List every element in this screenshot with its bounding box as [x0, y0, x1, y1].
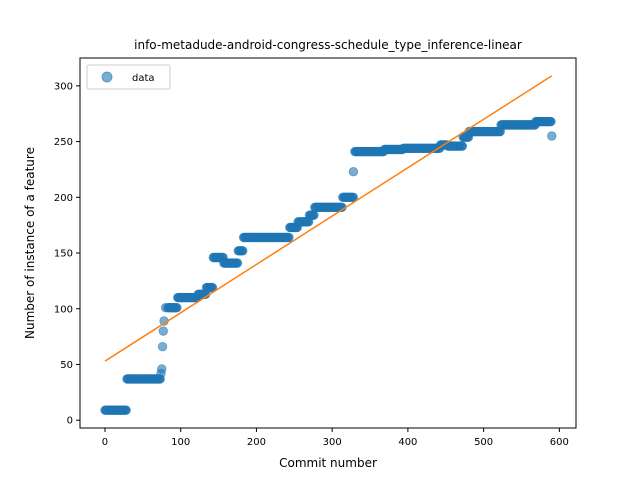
y-tick-label: 0: [67, 416, 73, 427]
data-point: [157, 341, 168, 352]
data-point: [284, 232, 294, 243]
data-point: [121, 405, 131, 415]
chart-title: info-metadude-android-congress-schedule_…: [134, 38, 522, 52]
series-layer: [100, 75, 557, 415]
y-tick-label: 150: [54, 249, 73, 260]
y-tick-label: 100: [54, 304, 73, 315]
legend-label-data: data: [132, 73, 155, 84]
x-tick-label: 300: [323, 437, 342, 448]
x-tick-label: 0: [102, 437, 108, 448]
x-tick-label: 400: [398, 437, 417, 448]
data-point: [546, 116, 556, 127]
data-point: [160, 302, 171, 313]
y-tick-label: 300: [54, 81, 73, 92]
x-tick-label: 600: [550, 437, 569, 448]
legend-frame: [86, 64, 171, 90]
data-point: [158, 326, 169, 336]
x-tick-label: 200: [247, 437, 266, 448]
linear-fit-line: [104, 75, 553, 362]
y-tick-label: 200: [54, 193, 73, 204]
data-point: [172, 302, 182, 313]
legend: data: [86, 64, 171, 90]
data-point: [348, 192, 359, 203]
data-point: [232, 258, 243, 268]
plot-frame: [79, 57, 577, 429]
y-axis-label: Number of instance of a feature: [23, 147, 37, 339]
y-tick-label: 50: [60, 360, 73, 371]
axis-layer: 0 100 200 300 400 500 600 0 50 100 150 200 250 300: [54, 81, 569, 448]
data-point: [457, 141, 468, 151]
data-point: [309, 210, 319, 220]
legend-marker-data: [101, 71, 113, 83]
x-tick-label: 500: [474, 437, 493, 448]
x-axis-label: Commit number: [279, 456, 377, 470]
data-point: [348, 166, 359, 177]
data-point: [238, 246, 248, 256]
data-point: [547, 131, 557, 141]
x-tick-label: 100: [171, 437, 190, 448]
data-point: [157, 364, 167, 374]
plot-area: [80, 58, 576, 428]
y-tick-label: 250: [54, 137, 73, 148]
